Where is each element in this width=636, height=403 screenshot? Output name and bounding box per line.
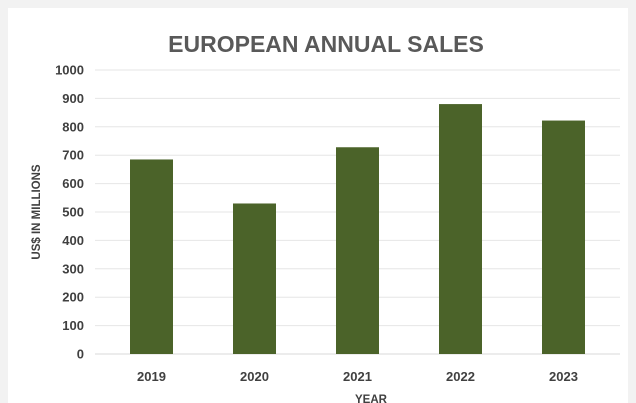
y-axis-ticks: 0 100 200 300 400 500 600 700 800 900 1000: [55, 63, 84, 362]
bar-2019: [130, 159, 173, 354]
x-tick-label: 2022: [446, 369, 475, 384]
x-tick-label: 2020: [240, 369, 269, 384]
bar-2023: [542, 120, 585, 354]
x-tick-label: 2019: [137, 369, 166, 384]
y-tick-label: 800: [62, 119, 84, 134]
x-axis-label: YEAR: [355, 394, 388, 403]
x-axis-ticks: 2019 2020 2021 2022 2023: [137, 369, 578, 384]
y-tick-label: 300: [62, 261, 84, 276]
y-tick-label: 0: [77, 347, 84, 362]
bars: [130, 104, 585, 354]
bar-2021: [336, 147, 379, 354]
y-tick-label: 500: [62, 205, 84, 220]
y-tick-label: 1000: [55, 63, 84, 78]
x-tick-label: 2023: [549, 369, 578, 384]
bar-2022: [439, 104, 482, 354]
y-tick-label: 400: [62, 233, 84, 248]
y-axis-label: US$ IN MILLIONS: [31, 164, 43, 260]
chart-frame: [8, 8, 628, 403]
y-tick-label: 200: [62, 290, 84, 305]
y-tick-label: 100: [62, 318, 84, 333]
x-tick-label: 2021: [343, 369, 372, 384]
chart-title: EUROPEAN ANNUAL SALES: [168, 31, 484, 57]
y-tick-label: 900: [62, 91, 84, 106]
bar-2020: [233, 203, 276, 354]
y-tick-label: 600: [62, 176, 84, 191]
y-tick-label: 700: [62, 148, 84, 163]
